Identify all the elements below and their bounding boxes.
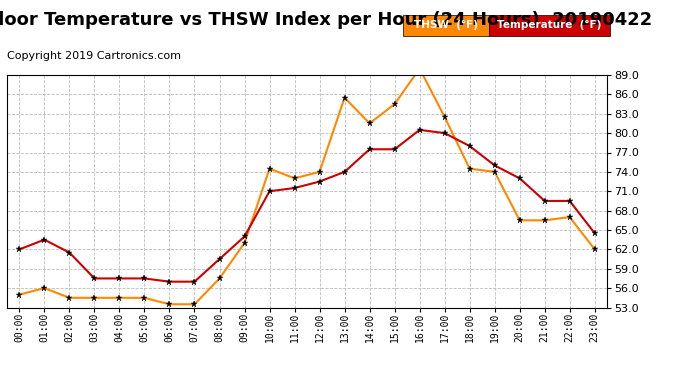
- Text: Outdoor Temperature vs THSW Index per Hour (24 Hours)  20190422: Outdoor Temperature vs THSW Index per Ho…: [0, 11, 652, 29]
- Text: THSW  (°F): THSW (°F): [414, 20, 478, 30]
- Text: Copyright 2019 Cartronics.com: Copyright 2019 Cartronics.com: [7, 51, 181, 61]
- Text: Temperature  (°F): Temperature (°F): [497, 20, 602, 30]
